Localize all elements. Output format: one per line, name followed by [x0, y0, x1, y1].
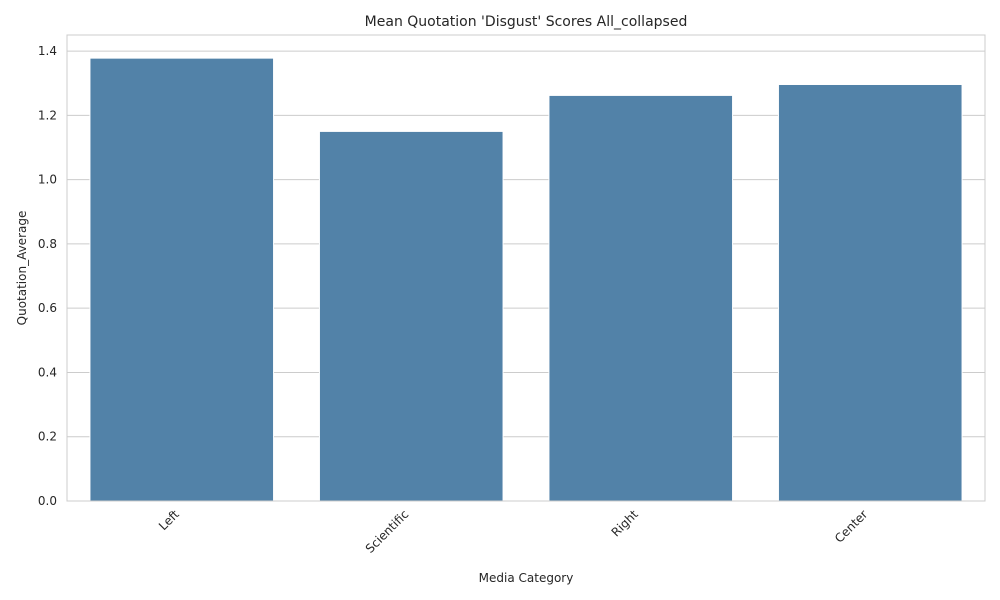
bars-layer: [89, 57, 963, 502]
bar-scientific: [318, 130, 504, 502]
y-tick-label: 1.0: [38, 173, 57, 187]
x-tick-label-scientific: Scientific: [363, 507, 412, 556]
x-tick-label-left: Left: [156, 507, 182, 533]
y-tick-label: 1.2: [38, 108, 57, 122]
bar-right: [548, 94, 734, 502]
y-tick-label: 0.2: [38, 430, 57, 444]
y-tick-label: 0.6: [38, 301, 57, 315]
y-tick-label: 0.8: [38, 237, 57, 251]
y-tick-label: 1.4: [38, 44, 57, 58]
chart-title: Mean Quotation 'Disgust' Scores All_coll…: [365, 14, 688, 30]
x-tick-label-center: Center: [832, 507, 871, 546]
bar-center: [777, 83, 963, 502]
x-axis-label: Media Category: [479, 571, 574, 585]
plot-frame: [66, 34, 986, 502]
x-axis-ticks: Left Scientific Right Center: [156, 507, 870, 556]
y-tick-label: 0.4: [38, 365, 57, 379]
y-axis-ticks: 0.0 0.2 0.4 0.6 0.8 1.0 1.2 1.4: [38, 44, 57, 508]
y-axis-label: Quotation_Average: [15, 211, 29, 326]
x-tick-label-right: Right: [609, 507, 641, 539]
y-tick-label: 0.0: [38, 494, 57, 508]
bar-left: [89, 57, 275, 502]
